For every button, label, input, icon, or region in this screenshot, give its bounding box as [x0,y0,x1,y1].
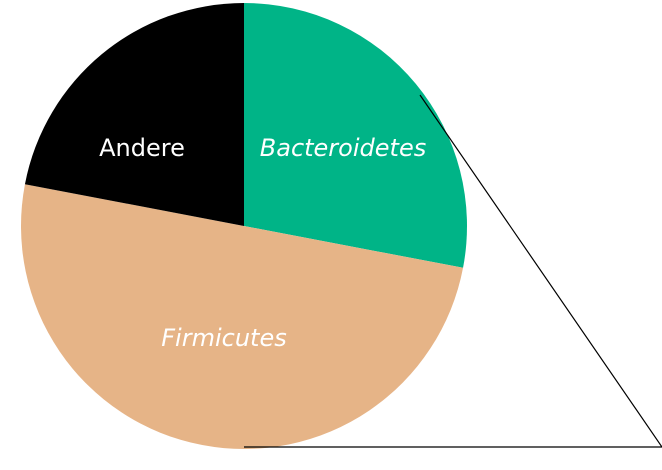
pie-slices [20,2,468,450]
pie-slice-andere [24,2,245,227]
pie-labels: Bacteroidetes Firmicutes Andere [99,134,426,352]
pie-label-bacteroidetes: Bacteroidetes [260,134,426,162]
callout-triangle [244,94,662,448]
pie-label-andere: Andere [99,134,185,162]
pie-slice-bacteroidetes [244,3,468,268]
pie-label-firmicutes: Firmicutes [161,324,286,352]
pie-slice-firmicutes [20,184,464,450]
